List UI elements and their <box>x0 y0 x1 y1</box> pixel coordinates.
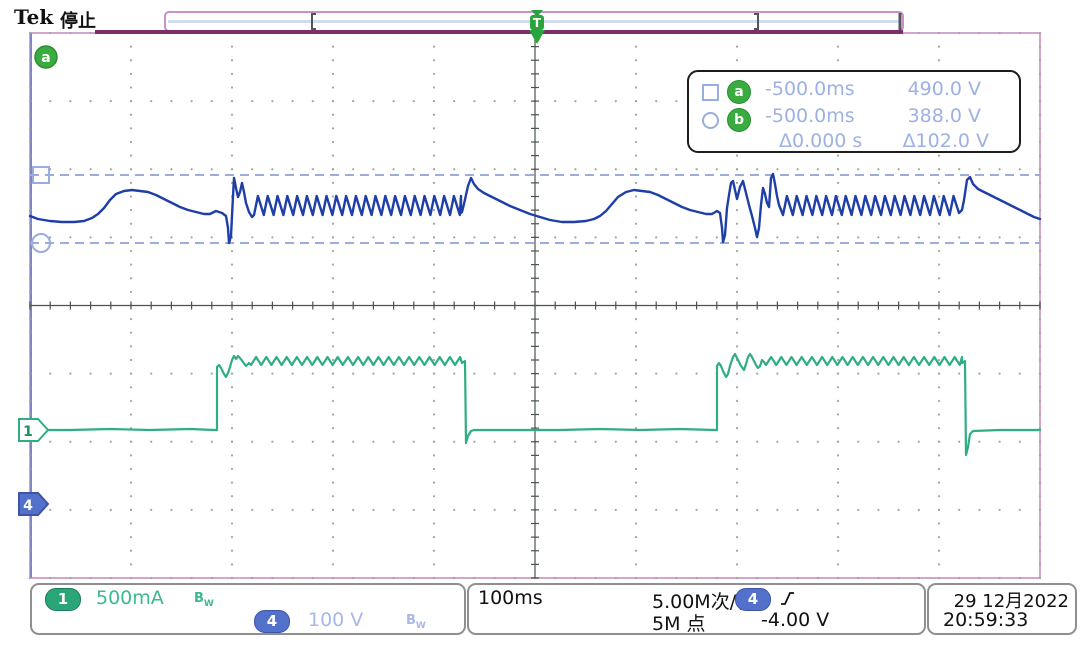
trigger-position-marker[interactable]: T <box>529 10 545 44</box>
horizontal-trigger-box[interactable]: 100ms 5.00M次/秒 5M 点 4 -4.00 V <box>467 583 926 635</box>
cursor-readout-box[interactable]: a b -500.0ms -500.0ms Δ0.000 s 490.0 V 3… <box>687 70 1021 153</box>
ch1-bandwidth-limit-icon: BW <box>194 591 214 609</box>
cursor-b-badge: b <box>727 108 751 132</box>
cursor-a-square-icon <box>702 84 719 101</box>
ch1-ground-marker[interactable]: 1 <box>18 418 50 442</box>
ch1-badge[interactable]: 1 <box>45 588 81 611</box>
time-label: 20:59:33 <box>943 609 1029 631</box>
ch4-marker-label: 4 <box>23 498 33 514</box>
ch1-waveform <box>28 352 1042 457</box>
zoom-window-left-bracket[interactable] <box>311 13 316 30</box>
cursor-b-handle[interactable] <box>31 233 51 253</box>
timebase[interactable]: 100ms <box>478 587 543 609</box>
cursor-a-badge-label: a <box>41 50 50 66</box>
acquisition-status: 停止 <box>60 11 96 32</box>
ch4-ground-marker[interactable]: 4 <box>18 492 50 516</box>
ch4-scale[interactable]: 100 V <box>308 609 364 631</box>
datetime-box: 29 12月2022 20:59:33 <box>927 583 1077 635</box>
cursor-b-circle-icon <box>702 112 719 129</box>
trigger-level[interactable]: -4.00 V <box>761 609 830 631</box>
cursor-a-handle[interactable] <box>32 166 50 184</box>
ch1-marker-label: 1 <box>23 424 33 440</box>
cursor-a-badge: a <box>727 80 751 104</box>
cursor-a-position-badge: a <box>34 45 58 69</box>
ch1-scale[interactable]: 500mA <box>96 587 164 609</box>
cursor-b-value: 388.0 V <box>907 105 981 127</box>
ch4-waveform <box>28 172 1042 245</box>
trigger-source-badge[interactable]: 4 <box>735 588 771 611</box>
tek-logo: Tek <box>14 5 54 29</box>
ch4-bandwidth-limit-icon: BW <box>406 613 426 631</box>
cursor-a-value: 490.0 V <box>907 78 981 100</box>
cursor-b-time: -500.0ms <box>765 105 855 127</box>
cursor-a-time: -500.0ms <box>765 78 855 100</box>
date-label: 29 12月2022 <box>953 591 1069 612</box>
trigger-slope-rising-icon <box>781 592 794 605</box>
cursor-delta-value: Δ102.0 V <box>902 130 989 152</box>
trigger-marker-label: T <box>533 16 542 30</box>
record-length: 5M 点 <box>652 613 706 635</box>
sample-rate: 5.00M次/秒 <box>652 591 756 613</box>
channel-readout-box[interactable]: 1 500mA BW 4 100 V BW <box>30 583 466 635</box>
ch4-badge[interactable]: 4 <box>254 610 290 633</box>
zoom-window-right-bracket[interactable] <box>754 13 759 30</box>
acquisition-bar[interactable] <box>95 11 904 34</box>
cursor-delta-time: Δ0.000 s <box>779 130 863 152</box>
